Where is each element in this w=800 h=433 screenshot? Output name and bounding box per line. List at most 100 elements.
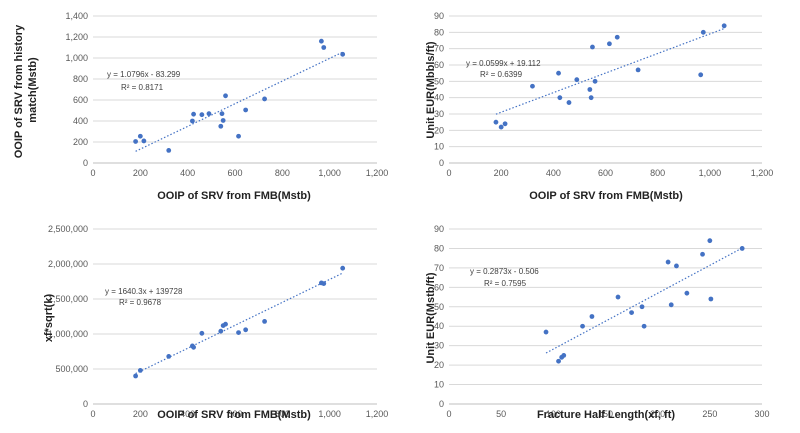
chart-unit-eur-vs-half-length: 0 10 20 30 40 50 60 70 80 90 0 50 100 150 200 250 300 y… xyxy=(425,224,770,421)
chart-0-y-tick-label: 1,000 xyxy=(65,53,88,63)
chart-1-point xyxy=(698,72,704,78)
chart-0-point xyxy=(206,111,212,117)
chart-3-y-tick-label: 60 xyxy=(434,282,444,292)
chart-0-y-tick-label: 0 xyxy=(83,158,88,168)
chart-0-point xyxy=(318,38,324,44)
chart-1-point xyxy=(588,95,594,101)
chart-2-point xyxy=(199,330,205,336)
chart-2-x-tick-label: 600 xyxy=(227,409,242,419)
chart-3-point xyxy=(580,323,585,329)
chart-0-point xyxy=(137,133,143,139)
chart-0-y-tick-label: 800 xyxy=(73,74,88,84)
chart-0-point xyxy=(220,118,226,123)
chart-0-point xyxy=(141,138,147,144)
chart-1-y-tick-label: 40 xyxy=(434,93,444,103)
chart-3-point xyxy=(639,304,645,310)
chart-3-point xyxy=(707,238,713,244)
chart-3-point xyxy=(700,251,705,257)
chart-3-x-tick-label: 100 xyxy=(546,409,561,419)
chart-3-r-squared: R² = 0.7595 xyxy=(484,279,527,288)
chart-1-trendline xyxy=(495,28,725,115)
chart-3-point xyxy=(674,263,679,269)
chart-0-point xyxy=(218,123,224,129)
chart-1-y-tick-label: 30 xyxy=(434,109,444,119)
chart-2-point xyxy=(340,265,346,271)
chart-3-x-tick-label: 0 xyxy=(446,409,451,419)
chart-0-x-tick-label: 800 xyxy=(275,168,290,178)
chart-3-point xyxy=(708,296,714,302)
chart-2-y-tick-labels: 0 500,000 1,000,000 1,500,000 2,000,000 2,500… xyxy=(48,224,88,409)
chart-1-point xyxy=(590,44,595,50)
chart-0-point xyxy=(340,51,346,57)
chart-3-point xyxy=(589,314,595,319)
chart-1-x-tick-label: 200 xyxy=(494,168,509,178)
chart-2-x-tick-labels: 0 200 400 600 800 1,000 1,200 xyxy=(90,409,388,419)
chart-2-y-tick-label: 1,500,000 xyxy=(48,294,88,304)
chart-0-points xyxy=(133,38,346,153)
chart-3-y-tick-label: 10 xyxy=(434,380,444,390)
chart-3-x-tick-label: 200 xyxy=(650,409,665,419)
chart-3-y-tick-label: 20 xyxy=(434,360,444,370)
chart-3-x-tick-label: 150 xyxy=(598,409,613,419)
chart-1-point xyxy=(566,100,572,105)
chart-3-x-tick-label: 300 xyxy=(754,409,769,419)
chart-2-y-tick-label: 0 xyxy=(83,399,88,409)
chart-0-y-axis-title-line-2: match(Mstb) xyxy=(27,57,39,123)
chart-3-y-axis-title: Unit EUR(Mstb/ft) xyxy=(425,272,437,363)
chart-0-y-tick-label: 600 xyxy=(73,95,88,105)
chart-2-point xyxy=(166,354,172,359)
chart-3-points xyxy=(543,238,745,364)
chart-3-point xyxy=(615,294,621,300)
chart-2-x-tick-label: 400 xyxy=(180,409,195,419)
chart-3-point xyxy=(543,329,549,335)
chart-1-trendline-group xyxy=(495,28,725,115)
chart-3-y-tick-label: 40 xyxy=(434,321,444,331)
chart-0-r-squared: R² = 0.8171 xyxy=(121,83,164,92)
chart-2-point xyxy=(223,321,228,327)
chart-3-point xyxy=(665,259,671,265)
chart-0-y-tick-label: 1,200 xyxy=(65,32,88,42)
chart-0-gridlines xyxy=(93,15,377,143)
chart-1-y-tick-labels: 0 10 20 30 40 50 60 70 80 90 xyxy=(434,11,444,168)
chart-2-point xyxy=(236,330,241,335)
chart-3-x-tick-labels: 0 50 100 150 200 250 300 xyxy=(446,409,769,419)
chart-1-r-squared: R² = 0.6399 xyxy=(480,70,523,79)
chart-3-point xyxy=(641,323,647,329)
chart-2-point xyxy=(243,327,249,333)
chart-0-y-tick-label: 1,400 xyxy=(65,11,88,21)
chart-0-y-axis-title-line-1: OOIP of SRV from history xyxy=(13,24,25,158)
chart-1-points xyxy=(493,23,727,130)
chart-1-y-tick-label: 70 xyxy=(434,44,444,54)
chart-xf-sqrtk-vs-fmb: 0 500,000 1,000,000 1,500,000 2,000,000 2,500… xyxy=(43,224,388,421)
chart-ooip-history-vs-fmb: 0 200 400 600 800 1,000 1,200 1,400 0 200 400 600 8… xyxy=(13,11,388,202)
chart-2-gridlines xyxy=(93,228,377,370)
chart-0-y-axis-title: OOIP of SRV from history match(Mstb) xyxy=(13,22,39,159)
chart-1-point xyxy=(498,124,504,130)
chart-3-y-tick-label: 50 xyxy=(434,302,444,312)
chart-0-point xyxy=(133,139,139,144)
chart-1-x-tick-label: 1,200 xyxy=(751,168,774,178)
chart-1-y-axis-title: Unit EUR(Mbbls/ft) xyxy=(425,41,437,138)
chart-1-point xyxy=(592,78,598,84)
chart-0-point xyxy=(199,112,205,118)
chart-0-point xyxy=(219,111,225,117)
chart-0-point xyxy=(191,111,196,117)
chart-1-x-tick-label: 600 xyxy=(598,168,613,178)
chart-1-point xyxy=(493,119,499,125)
chart-1-point xyxy=(574,77,580,83)
chart-2-points xyxy=(133,265,346,379)
chart-0-point xyxy=(223,93,228,99)
chart-0-trend-equation: y = 1.0796x - 83.299 xyxy=(107,70,181,79)
chart-1-x-axis-title: OOIP of SRV from FMB(Mstb) xyxy=(529,190,683,202)
chart-0-y-tick-label: 200 xyxy=(73,137,88,147)
chart-1-y-tick-label: 80 xyxy=(434,27,444,37)
chart-3-trendline xyxy=(545,247,743,354)
chart-0-x-tick-label: 1,000 xyxy=(318,168,341,178)
chart-0-point xyxy=(166,148,172,153)
chart-2-x-axis-title: OOIP of SRV from FMB(Mstb) xyxy=(157,409,311,421)
chart-2-r-squared: R² = 0.9678 xyxy=(119,298,162,307)
chart-3-trend-equation: y = 0.2873x - 0.506 xyxy=(470,267,539,276)
chart-1-y-tick-label: 10 xyxy=(434,142,444,152)
chart-1-gridlines xyxy=(449,15,762,148)
chart-2-point xyxy=(191,344,196,350)
